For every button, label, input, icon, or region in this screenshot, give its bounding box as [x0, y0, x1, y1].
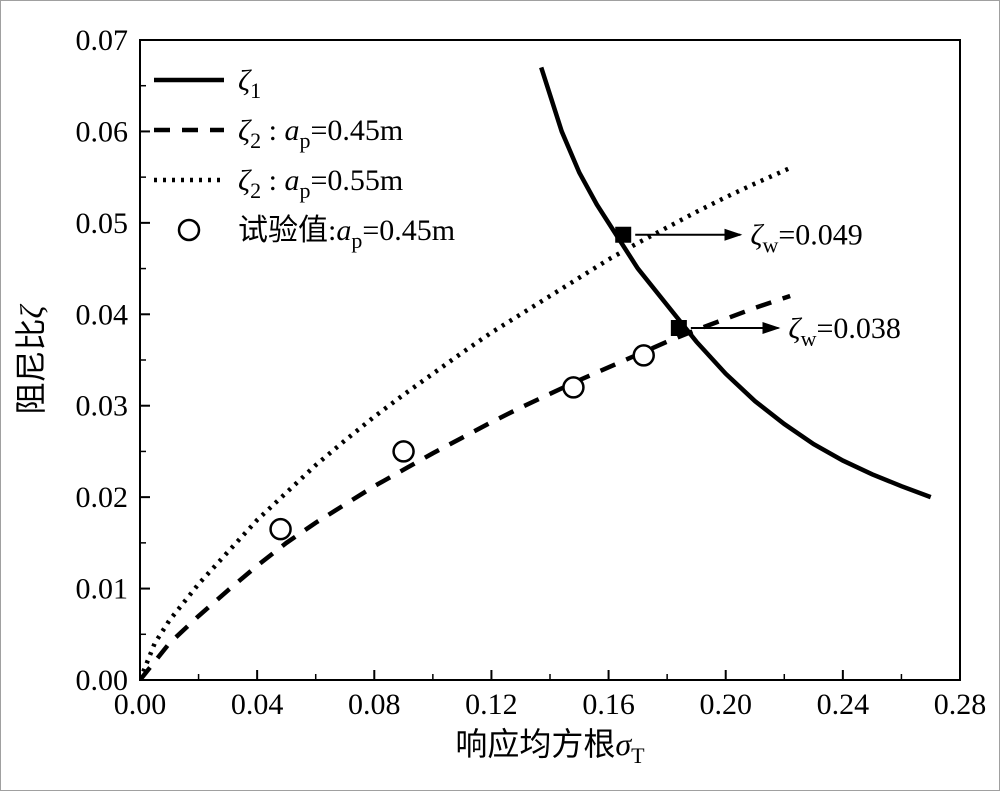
damping-chart: 0.000.040.080.120.160.200.240.280.000.01… [0, 0, 1000, 791]
x-tick-label: 0.12 [465, 688, 518, 721]
y-tick-label: 0.01 [76, 573, 129, 606]
x-tick-label: 0.16 [582, 688, 635, 721]
x-tick-label: 0.28 [934, 688, 987, 721]
y-tick-label: 0.02 [76, 481, 129, 514]
outer-border [1, 1, 1000, 791]
intersection-marker [615, 227, 631, 243]
data-point [634, 345, 654, 365]
y-tick-label: 0.05 [76, 207, 129, 240]
x-tick-label: 0.24 [817, 688, 870, 721]
chart-container: 0.000.040.080.120.160.200.240.280.000.01… [0, 0, 1000, 791]
x-axis-label: 响应均方根σT [455, 726, 645, 768]
x-tick-label: 0.20 [699, 688, 752, 721]
y-tick-label: 0.03 [76, 390, 129, 423]
legend-swatch [179, 220, 199, 240]
y-tick-label: 0.04 [76, 298, 129, 331]
y-tick-label: 0.06 [76, 115, 129, 148]
data-point [271, 519, 291, 539]
x-tick-label: 0.04 [231, 688, 284, 721]
intersection-marker [671, 320, 687, 336]
data-point [394, 441, 414, 461]
y-axis-label: 阻尼比ζ [13, 303, 49, 414]
y-tick-label: 0.00 [76, 664, 129, 697]
data-point [563, 377, 583, 397]
y-tick-label: 0.07 [76, 24, 129, 57]
x-tick-label: 0.08 [348, 688, 401, 721]
